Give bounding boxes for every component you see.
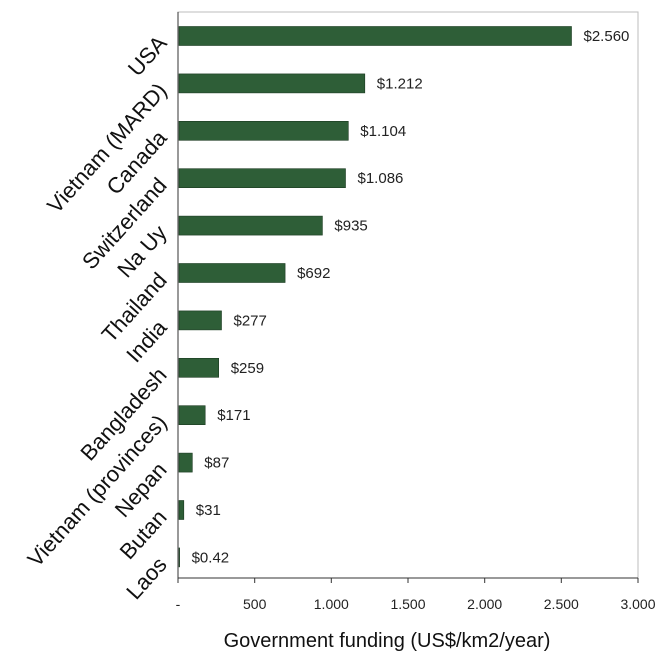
data-label-laos: $0.42 xyxy=(192,549,230,566)
data-label-switzerland: $1.086 xyxy=(358,170,404,187)
bar-bangladesh xyxy=(178,357,220,378)
x-axis-title: Government funding (US$/km2/year) xyxy=(224,630,551,652)
data-label-vietnam-provinces: $171 xyxy=(217,407,250,424)
data-label-thailand: $692 xyxy=(297,265,330,282)
x-tick-label-3: 1.500 xyxy=(390,596,425,612)
bars-group xyxy=(178,26,572,568)
data-label-nepan: $87 xyxy=(204,455,229,472)
x-tick-label-2: 1.000 xyxy=(314,596,349,612)
data-label-india: $277 xyxy=(234,312,267,329)
bar-na-uy xyxy=(178,215,323,236)
x-tick-label-6: 3.000 xyxy=(620,596,655,612)
bar-butan xyxy=(178,500,185,520)
bar-laos xyxy=(178,547,180,568)
x-tick-label-1: 500 xyxy=(243,596,267,612)
plot-area-border xyxy=(177,11,639,579)
data-label-bangladesh: $259 xyxy=(231,360,264,377)
data-label-butan: $31 xyxy=(196,502,221,519)
bar-usa xyxy=(178,26,572,46)
bar-switzerland xyxy=(178,168,346,188)
x-tick-label-4: 2.000 xyxy=(467,596,502,612)
x-ticks-group: - 500 1.000 1.500 2.000 2.500 3.000 xyxy=(176,578,656,612)
bar-india xyxy=(178,310,222,331)
x-tick-label-0: - xyxy=(176,596,181,612)
data-label-canada: $1.104 xyxy=(360,123,406,140)
category-label-usa: USA xyxy=(123,30,172,81)
data-labels-group: $2.560 $1.212 $1.104 $1.086 $935 $692 $277 $259… xyxy=(192,28,630,566)
bar-thailand xyxy=(178,263,286,283)
data-label-usa: $2.560 xyxy=(584,28,630,45)
bar-canada xyxy=(178,121,349,141)
bar-vietnam-provinces xyxy=(178,405,206,426)
x-tick-label-5: 2.500 xyxy=(544,596,579,612)
data-label-na-uy: $935 xyxy=(334,218,367,235)
plot-frame xyxy=(177,11,639,579)
bar-nepan xyxy=(178,452,193,473)
data-label-vietnam-mard: $1.212 xyxy=(377,75,423,92)
bar-vietnam-mard xyxy=(178,73,366,94)
